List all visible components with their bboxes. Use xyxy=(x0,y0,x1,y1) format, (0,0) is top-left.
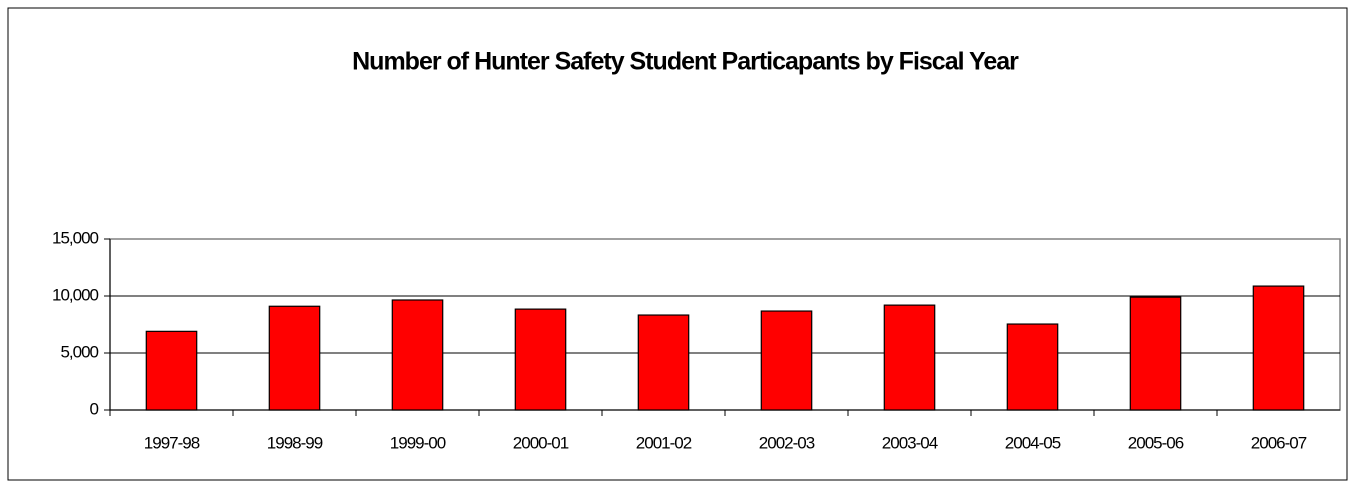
y-tick-label: 15,000 xyxy=(52,228,99,247)
x-tick-label: 1998-99 xyxy=(267,433,323,452)
x-tick-label: 2005-06 xyxy=(1128,433,1184,452)
bar xyxy=(391,299,444,411)
y-tick-label: 0 xyxy=(90,399,99,418)
x-tick-label: 1997-98 xyxy=(144,433,200,452)
bar xyxy=(1129,296,1182,411)
bar xyxy=(883,304,936,411)
x-tick-label: 2003-04 xyxy=(882,433,938,452)
y-tick-label: 10,000 xyxy=(52,285,99,304)
chart-title: Number of Hunter Safety Student Particap… xyxy=(352,48,1019,76)
bar xyxy=(1252,285,1305,411)
bar xyxy=(760,310,813,411)
bar xyxy=(145,330,198,411)
y-tick-label: 5,000 xyxy=(60,342,98,361)
bar xyxy=(268,305,321,411)
x-tick-label: 2006-07 xyxy=(1251,433,1307,452)
bar xyxy=(514,308,567,411)
x-tick-label: 2000-01 xyxy=(513,433,569,452)
x-tick-label: 2001-02 xyxy=(636,433,692,452)
x-tick-label: 2004-05 xyxy=(1005,433,1061,452)
bar xyxy=(1006,323,1059,411)
bar xyxy=(637,314,690,411)
x-tick-label: 1999-00 xyxy=(390,433,446,452)
x-tick-label: 2002-03 xyxy=(759,433,815,452)
